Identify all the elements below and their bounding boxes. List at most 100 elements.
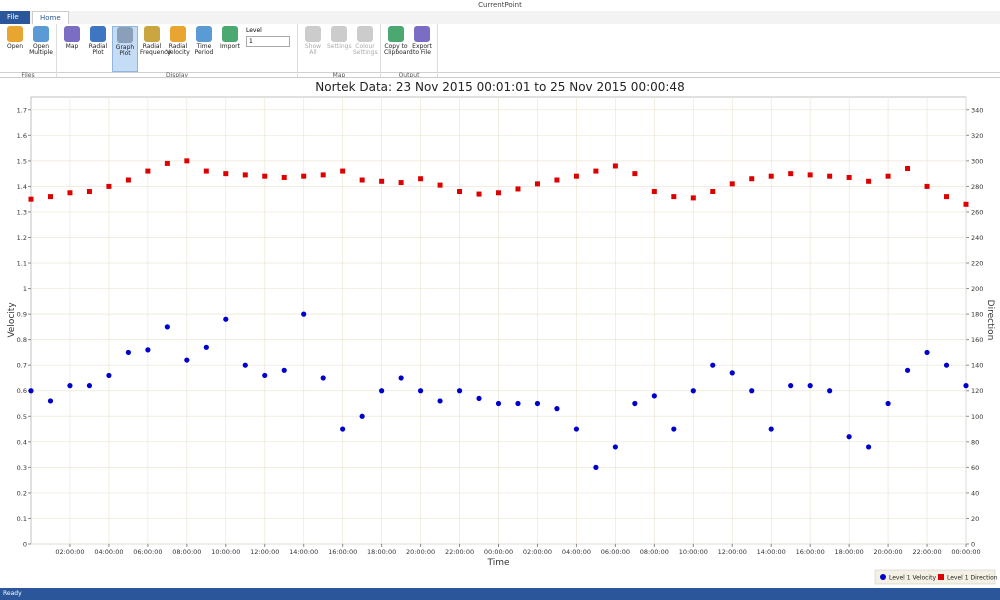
x-tick-label: 10:00:00 <box>211 548 240 556</box>
y-tick-label: 1 <box>23 285 27 293</box>
button-label: Time Period <box>192 44 216 56</box>
data-point <box>963 383 968 388</box>
ribbon-button[interactable]: Open <box>3 26 27 72</box>
data-point <box>554 178 559 183</box>
data-point <box>808 172 813 177</box>
ribbon-group: Copy to ClipboardExport to FileOutput <box>381 24 438 80</box>
data-point <box>652 189 657 194</box>
ribbon-button[interactable]: Show All <box>301 26 325 72</box>
chart-title: Nortek Data: 23 Nov 2015 00:01:01 to 25 … <box>315 80 684 94</box>
button-icon <box>305 26 321 42</box>
x-tick-label: 10:00:00 <box>679 548 708 556</box>
data-point <box>399 375 404 380</box>
x-tick-label: 06:00:00 <box>601 548 630 556</box>
button-icon <box>357 26 373 42</box>
button-label: Import <box>218 44 242 50</box>
data-point <box>204 345 209 350</box>
data-point <box>438 183 443 188</box>
data-point <box>691 195 696 200</box>
y2-tick-label: 340 <box>971 106 983 114</box>
data-point <box>554 406 559 411</box>
data-point <box>360 414 365 419</box>
data-point <box>184 357 189 362</box>
data-point <box>632 171 637 176</box>
data-point <box>535 181 540 186</box>
y-tick-label: 1.6 <box>17 132 27 140</box>
x-tick-label: 20:00:00 <box>873 548 902 556</box>
data-point <box>48 194 53 199</box>
data-point <box>321 172 326 177</box>
data-point <box>418 176 423 181</box>
ribbon-button[interactable]: Map <box>60 26 84 72</box>
ribbon-button[interactable]: Import <box>218 26 242 72</box>
y2-tick-label: 260 <box>971 208 983 216</box>
data-point <box>48 398 53 403</box>
button-label: Colour Settings <box>353 44 377 56</box>
y-tick-label: 0.2 <box>17 489 27 497</box>
data-point <box>749 176 754 181</box>
y2-tick-label: 320 <box>971 132 983 140</box>
ribbon-button[interactable]: Radial Velocity <box>166 26 190 72</box>
ribbon-button[interactable]: Colour Settings <box>353 26 377 72</box>
data-point <box>379 388 384 393</box>
ribbon: OpenOpen MultipleFilesMapRadial PlotGrap… <box>0 24 1000 73</box>
button-icon <box>144 26 160 42</box>
button-label: Show All <box>301 44 325 56</box>
ribbon-button[interactable]: Time Period <box>192 26 216 72</box>
data-point <box>710 363 715 368</box>
data-point <box>730 181 735 186</box>
x-tick-label: 08:00:00 <box>172 548 201 556</box>
ribbon-button[interactable]: Settings <box>327 26 351 72</box>
x-tick-label: 12:00:00 <box>718 548 747 556</box>
x-tick-label: 02:00:00 <box>523 548 552 556</box>
y2-tick-label: 300 <box>971 157 983 165</box>
data-point <box>204 169 209 174</box>
button-label: Graph Plot <box>113 45 137 57</box>
button-label: Radial Frequency <box>140 44 164 56</box>
ribbon-button[interactable]: Radial Frequency <box>140 26 164 72</box>
data-point <box>165 161 170 166</box>
data-point <box>885 401 890 406</box>
button-icon <box>196 26 212 42</box>
data-point <box>67 383 72 388</box>
y-axis-title: Velocity <box>7 302 17 338</box>
data-point <box>301 312 306 317</box>
level-input[interactable]: 1 <box>246 36 290 47</box>
ribbon-button[interactable]: Radial Plot <box>86 26 110 72</box>
button-icon <box>414 26 430 42</box>
ribbon-button[interactable]: Export to File <box>410 26 434 72</box>
ribbon-button[interactable]: Copy to Clipboard <box>384 26 408 72</box>
y-tick-label: 0 <box>23 541 27 549</box>
y-tick-label: 1.7 <box>17 106 27 114</box>
data-point <box>243 363 248 368</box>
legend-marker <box>938 574 944 580</box>
ribbon-group: OpenOpen MultipleFiles <box>0 24 57 80</box>
y2-tick-label: 280 <box>971 183 983 191</box>
x-tick-label: 16:00:00 <box>796 548 825 556</box>
tab-bar: File Home <box>0 11 1000 24</box>
data-point <box>866 444 871 449</box>
ribbon-button[interactable]: Graph Plot <box>112 26 138 72</box>
data-point <box>671 194 676 199</box>
data-point <box>106 184 111 189</box>
data-point <box>340 169 345 174</box>
data-point <box>847 434 852 439</box>
data-point <box>496 190 501 195</box>
data-point <box>730 370 735 375</box>
ribbon-button[interactable]: Open Multiple <box>29 26 53 72</box>
file-tab[interactable]: File <box>0 11 30 24</box>
data-point <box>496 401 501 406</box>
data-point <box>418 388 423 393</box>
data-point <box>788 383 793 388</box>
data-point <box>165 324 170 329</box>
y-tick-label: 0.8 <box>17 336 27 344</box>
x-tick-label: 22:00:00 <box>912 548 941 556</box>
data-point <box>87 383 92 388</box>
data-point <box>613 163 618 168</box>
x-tick-label: 18:00:00 <box>835 548 864 556</box>
data-point <box>535 401 540 406</box>
y-tick-label: 1.5 <box>17 157 27 165</box>
home-tab[interactable]: Home <box>32 11 69 24</box>
button-icon <box>33 26 49 42</box>
